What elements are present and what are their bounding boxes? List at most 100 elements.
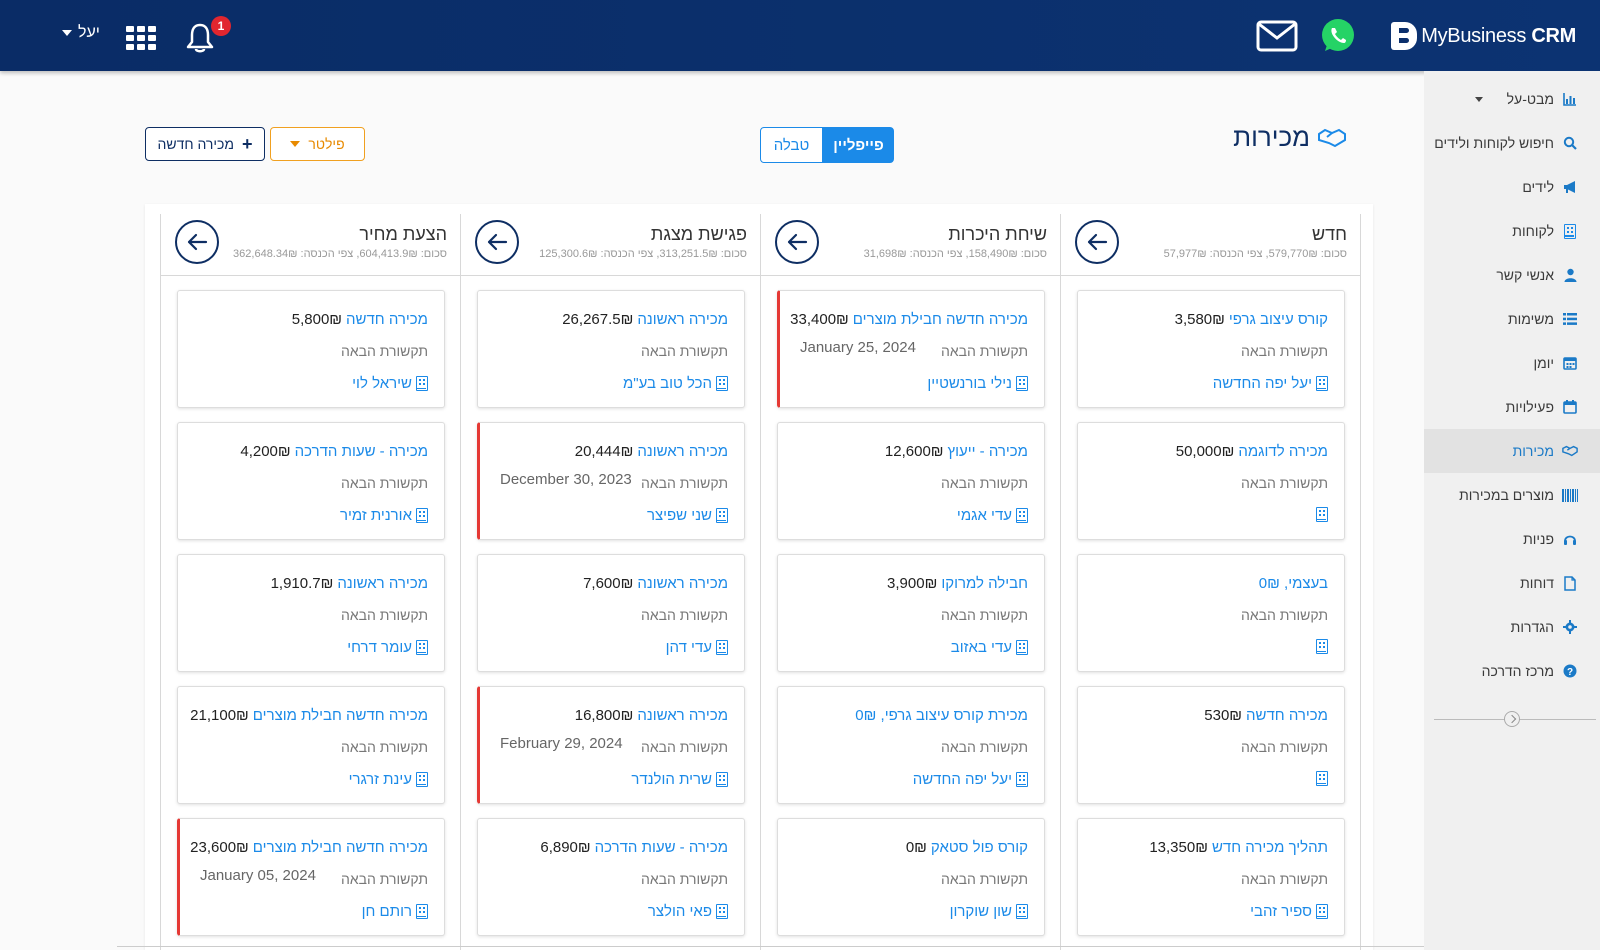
sidebar-item-activities[interactable]: פעילויות bbox=[1424, 385, 1600, 429]
sale-name-link[interactable]: חבילה למרוקו bbox=[941, 575, 1028, 592]
sale-card[interactable]: בעצמי, 0₪ תקשורת הבאה bbox=[1077, 554, 1345, 672]
user-menu[interactable]: יעל bbox=[62, 24, 100, 42]
client-link[interactable] bbox=[1312, 639, 1328, 654]
sale-card[interactable]: מכירה ראשונה20,444₪ תקשורת הבאה December 3… bbox=[477, 422, 745, 540]
sale-name-link[interactable]: מכירה ראשונה bbox=[637, 443, 728, 460]
client-link[interactable]: עומר דרחי bbox=[347, 639, 428, 656]
arrow-left-icon[interactable] bbox=[475, 220, 519, 264]
client-link[interactable]: יעל יפה החדשה bbox=[1213, 375, 1328, 392]
sale-card[interactable]: מכירה חדשה חבילת מוצרים23,600₪ תקשורת הבא… bbox=[177, 818, 445, 936]
sale-name-link[interactable]: מכירה - שעות הדרכה bbox=[594, 839, 728, 856]
sidebar-item-sales[interactable]: מכירות bbox=[1424, 429, 1600, 473]
sidebar-item-customers[interactable]: לקוחות bbox=[1424, 209, 1600, 253]
sale-card[interactable]: מכירה - ייעוץ12,600₪ תקשורת הבאה עדי אגמי bbox=[777, 422, 1045, 540]
building-icon bbox=[416, 772, 428, 787]
sale-card[interactable]: מכירה חדשה חבילת מוצרים33,400₪ תקשורת הבא… bbox=[777, 290, 1045, 408]
sidebar-item-products[interactable]: מוצרים במכירות bbox=[1424, 473, 1600, 517]
sale-amount: 26,267.5₪ bbox=[562, 311, 634, 328]
client-link[interactable] bbox=[1312, 507, 1328, 522]
sidebar-collapse-button[interactable] bbox=[1504, 711, 1520, 727]
sale-name-link[interactable]: מכירה חדשה חבילת מוצרים bbox=[852, 311, 1028, 328]
sale-name-link[interactable]: מכירה ראשונה bbox=[637, 311, 728, 328]
brand-logo[interactable]: MyBusiness CRM bbox=[1391, 20, 1576, 52]
sidebar-item-leads[interactable]: לידים bbox=[1424, 165, 1600, 209]
client-name: שני שפיצר bbox=[646, 507, 712, 524]
sale-name-link[interactable]: מכירה - שעות הדרכה bbox=[294, 443, 428, 460]
sale-card[interactable]: מכירת קורס עיצוב גרפי, 0₪ תקשורת הבאה יעל … bbox=[777, 686, 1045, 804]
client-link[interactable]: פאי הולצר bbox=[648, 903, 728, 920]
building-icon bbox=[1316, 507, 1328, 522]
sale-name-link[interactable]: מכירה לדוגמה bbox=[1238, 443, 1328, 460]
arrow-left-icon[interactable] bbox=[175, 220, 219, 264]
sidebar-item-search[interactable]: חיפוש לקוחות ולידים bbox=[1424, 121, 1600, 165]
chevron-down-icon bbox=[1474, 96, 1483, 102]
sale-name-link[interactable]: קורס פול סטאק bbox=[930, 839, 1028, 856]
sale-name-link[interactable]: מכירה חדשה חבילת מוצרים bbox=[252, 839, 428, 856]
sale-name-link[interactable]: תהליך מכירה חדש bbox=[1211, 839, 1328, 856]
client-link[interactable]: יעל יפה החדשה bbox=[913, 771, 1028, 788]
sale-name-link[interactable]: מכירה חדשה bbox=[346, 311, 428, 328]
tab-pipeline[interactable]: פייפליין bbox=[823, 127, 894, 163]
sidebar-item-calendar[interactable]: יומן bbox=[1424, 341, 1600, 385]
client-link[interactable]: ספיר זהבי bbox=[1250, 903, 1328, 920]
client-link[interactable]: עינת זרגרי bbox=[349, 771, 428, 788]
sale-card[interactable]: מכירה - שעות הדרכה6,890₪ תקשורת הבאה פאי ה… bbox=[477, 818, 745, 936]
new-sale-button[interactable]: + מכירה חדשה bbox=[145, 127, 265, 161]
pipeline-column: הצעת מחיר סכום: 604,413.9₪, צפי הכנסה: 36… bbox=[161, 214, 461, 950]
next-contact-label: תקשורת הבאה bbox=[940, 475, 1028, 491]
apps-grid-icon[interactable] bbox=[126, 26, 156, 50]
sidebar-item-contacts[interactable]: אנשי קשר bbox=[1424, 253, 1600, 297]
sale-card[interactable]: מכירה חדשה חבילת מוצרים21,100₪ תקשורת הבא… bbox=[177, 686, 445, 804]
sale-name-link[interactable]: מכירה - ייעוץ bbox=[947, 443, 1028, 460]
sale-card[interactable]: קורס עיצוב גרפי3,580₪ תקשורת הבאה יעל יפה … bbox=[1077, 290, 1345, 408]
sale-name-link[interactable]: מכירה ראשונה bbox=[637, 707, 728, 724]
sale-card[interactable]: מכירה - שעות הדרכה4,200₪ תקשורת הבאה אורני… bbox=[177, 422, 445, 540]
client-link[interactable]: שיראל לוי bbox=[352, 375, 428, 392]
client-link[interactable] bbox=[1312, 771, 1328, 786]
sale-card[interactable]: מכירה ראשונה26,267.5₪ תקשורת הבאה הכל טוב … bbox=[477, 290, 745, 408]
sale-name-link[interactable]: בעצמי, 0₪ bbox=[1258, 575, 1328, 592]
sale-card[interactable]: חבילה למרוקו3,900₪ תקשורת הבאה עדי באזוב bbox=[777, 554, 1045, 672]
client-link[interactable]: שרית הולנדר bbox=[631, 771, 728, 788]
mail-icon[interactable] bbox=[1256, 20, 1298, 52]
next-contact-label: תקשורת הבאה bbox=[340, 607, 428, 623]
client-link[interactable]: שני שפיצר bbox=[647, 507, 728, 524]
whatsapp-icon[interactable] bbox=[1319, 17, 1357, 55]
client-link[interactable]: אורנית זמיר bbox=[340, 507, 428, 524]
sidebar-item-reports[interactable]: דוחות bbox=[1424, 561, 1600, 605]
sidebar-item-overview[interactable]: מבט-על bbox=[1424, 77, 1600, 121]
sale-card[interactable]: מכירה ראשונה1,910.7₪ תקשורת הבאה עומר דרחי bbox=[177, 554, 445, 672]
arrow-left-icon[interactable] bbox=[775, 220, 819, 264]
sale-name-link[interactable]: מכירת קורס עיצוב גרפי, 0₪ bbox=[855, 707, 1028, 724]
client-link[interactable]: עדי אגמי bbox=[957, 507, 1028, 524]
sale-card[interactable]: קורס פול סטאק0₪ תקשורת הבאה שון שוקרון bbox=[777, 818, 1045, 936]
filter-button[interactable]: פילטר bbox=[270, 127, 365, 161]
sale-card[interactable]: מכירה לדוגמה50,000₪ תקשורת הבאה bbox=[1077, 422, 1345, 540]
sidebar-item-training[interactable]: ? מרכז הדרכה bbox=[1424, 649, 1600, 693]
client-link[interactable]: עדי דהן bbox=[666, 639, 728, 656]
client-link[interactable]: שון שוקרון bbox=[950, 903, 1028, 920]
client-link[interactable]: עדי באזוב bbox=[951, 639, 1028, 656]
sidebar-item-inquiries[interactable]: פניות bbox=[1424, 517, 1600, 561]
sale-name-link[interactable]: מכירה חדשה חבילת מוצרים bbox=[252, 707, 428, 724]
sale-name-link[interactable]: מכירה חדשה bbox=[1246, 707, 1328, 724]
sidebar-item-settings[interactable]: הגדרות bbox=[1424, 605, 1600, 649]
client-link[interactable]: נילי בורנשטיין bbox=[927, 375, 1028, 392]
column-sums: סכום: 579,770₪, צפי הכנסה: 57,977₪ bbox=[1163, 248, 1347, 260]
bell-icon[interactable] bbox=[185, 22, 215, 54]
sale-card[interactable]: תהליך מכירה חדש13,350₪ תקשורת הבאה ספיר זה… bbox=[1077, 818, 1345, 936]
sale-card[interactable]: מכירה ראשונה16,800₪ תקשורת הבאה February 2… bbox=[477, 686, 745, 804]
sale-name-link[interactable]: מכירה ראשונה bbox=[637, 575, 728, 592]
arrow-left-icon[interactable] bbox=[1075, 220, 1119, 264]
sale-title: מכירה חדשה530₪ bbox=[1204, 707, 1328, 724]
client-link[interactable]: רותם חן bbox=[362, 903, 428, 920]
sale-name-link[interactable]: מכירה ראשונה bbox=[337, 575, 428, 592]
sale-name-link[interactable]: קורס עיצוב גרפי bbox=[1228, 311, 1328, 328]
client-link[interactable]: הכל טוב בע"מ bbox=[623, 375, 728, 392]
sale-card[interactable]: מכירה ראשונה7,600₪ תקשורת הבאה עדי דהן bbox=[477, 554, 745, 672]
tab-table[interactable]: טבלה bbox=[760, 127, 823, 163]
building-icon bbox=[416, 904, 428, 919]
sale-card[interactable]: מכירה חדשה530₪ תקשורת הבאה bbox=[1077, 686, 1345, 804]
sale-card[interactable]: מכירה חדשה5,800₪ תקשורת הבאה שיראל לוי bbox=[177, 290, 445, 408]
sidebar-item-tasks[interactable]: משימות bbox=[1424, 297, 1600, 341]
